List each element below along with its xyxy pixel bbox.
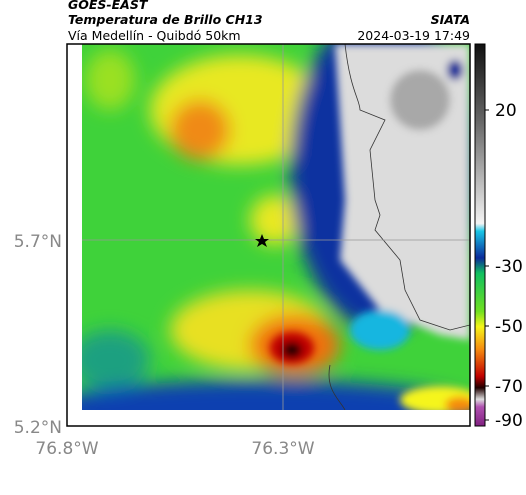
colorbar-label: -50 [495, 317, 523, 337]
lat-label: 5.7°N [14, 232, 62, 252]
city-marker [255, 234, 269, 247]
colorbar-scale [474, 43, 486, 427]
colorbar-label: -70 [495, 377, 523, 397]
axis-labels: 5.7°N 5.2°N 76.8°W 76.3°W [14, 232, 315, 459]
agency: SIATA [431, 12, 470, 27]
map-frame [66, 43, 471, 427]
colorbar-label: -90 [495, 411, 523, 431]
lon-label: 76.8°W [35, 439, 98, 459]
header: GOES-EAST Temperatura de Brillo CH13 Vía… [68, 0, 470, 43]
route: Vía Medellín - Quibdó 50km [68, 28, 241, 43]
colorbar-label: 20 [495, 101, 517, 121]
timestamp: 2024-03-19 17:49 [357, 28, 470, 43]
lon-label: 76.3°W [251, 439, 314, 459]
brightness-map [82, 44, 470, 410]
source: GOES-EAST [68, 0, 149, 12]
lat-label: 5.2°N [14, 418, 62, 438]
product: Temperatura de Brillo CH13 [68, 12, 263, 27]
colorbar: 20 -30 -50 -70 -90 [474, 43, 523, 431]
colorbar-label: -30 [495, 257, 523, 277]
